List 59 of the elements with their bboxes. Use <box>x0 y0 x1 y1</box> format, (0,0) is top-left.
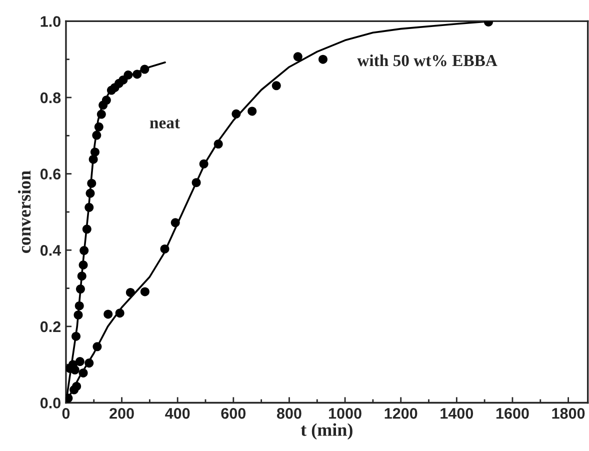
point <box>126 288 135 297</box>
x-tick-label: 0 <box>62 408 70 419</box>
x-tick-label: 1800 <box>552 408 585 419</box>
point <box>293 52 302 62</box>
point <box>84 202 94 212</box>
y-axis-title: conversion <box>18 170 31 253</box>
point <box>84 358 94 368</box>
y-tick-label: 0.6 <box>40 168 61 180</box>
x-tick-label: 800 <box>276 408 302 419</box>
point <box>94 122 104 132</box>
x-tick-label: 1600 <box>496 408 529 419</box>
point <box>87 178 96 188</box>
point <box>72 382 82 391</box>
point <box>272 81 281 90</box>
y-tick-label: 1.0 <box>40 16 60 27</box>
x-tick-label: 400 <box>165 408 190 419</box>
point <box>170 218 180 228</box>
point <box>74 310 83 320</box>
point <box>82 224 92 234</box>
x-tick-label: 1000 <box>329 408 362 419</box>
point <box>96 110 106 119</box>
point <box>92 342 102 352</box>
point <box>214 140 223 149</box>
point <box>115 308 124 318</box>
point <box>192 178 201 188</box>
point <box>78 368 88 378</box>
point <box>78 260 88 270</box>
point <box>160 244 170 254</box>
y-tick-label: 0.8 <box>40 92 61 104</box>
y-tick-label: 0.2 <box>40 321 60 332</box>
point <box>70 365 80 374</box>
point <box>199 159 208 168</box>
point <box>72 332 81 341</box>
y-tick-label: 0.0 <box>40 398 60 408</box>
point <box>248 106 257 116</box>
point <box>92 130 102 140</box>
point <box>76 284 85 294</box>
x-tick-label: 1200 <box>384 408 418 419</box>
point <box>74 301 84 310</box>
x-tick-label: 1400 <box>440 408 474 419</box>
point <box>90 148 100 157</box>
point <box>140 64 150 74</box>
annotation: neat <box>150 118 180 128</box>
point <box>77 272 86 281</box>
point <box>232 109 241 118</box>
point <box>140 287 150 296</box>
x-axis-title: t (min) <box>300 423 352 440</box>
point <box>102 96 111 105</box>
y-tick-label: 0.4 <box>40 244 62 256</box>
point <box>124 70 133 80</box>
point <box>104 310 113 319</box>
x-tick-label: 200 <box>110 408 134 419</box>
point <box>86 188 95 198</box>
point <box>132 70 142 79</box>
annotation: with 50 wt% EBBA <box>357 54 498 66</box>
point <box>75 357 84 366</box>
point <box>80 246 89 256</box>
x-tick-label: 600 <box>221 408 246 419</box>
point <box>318 54 328 64</box>
